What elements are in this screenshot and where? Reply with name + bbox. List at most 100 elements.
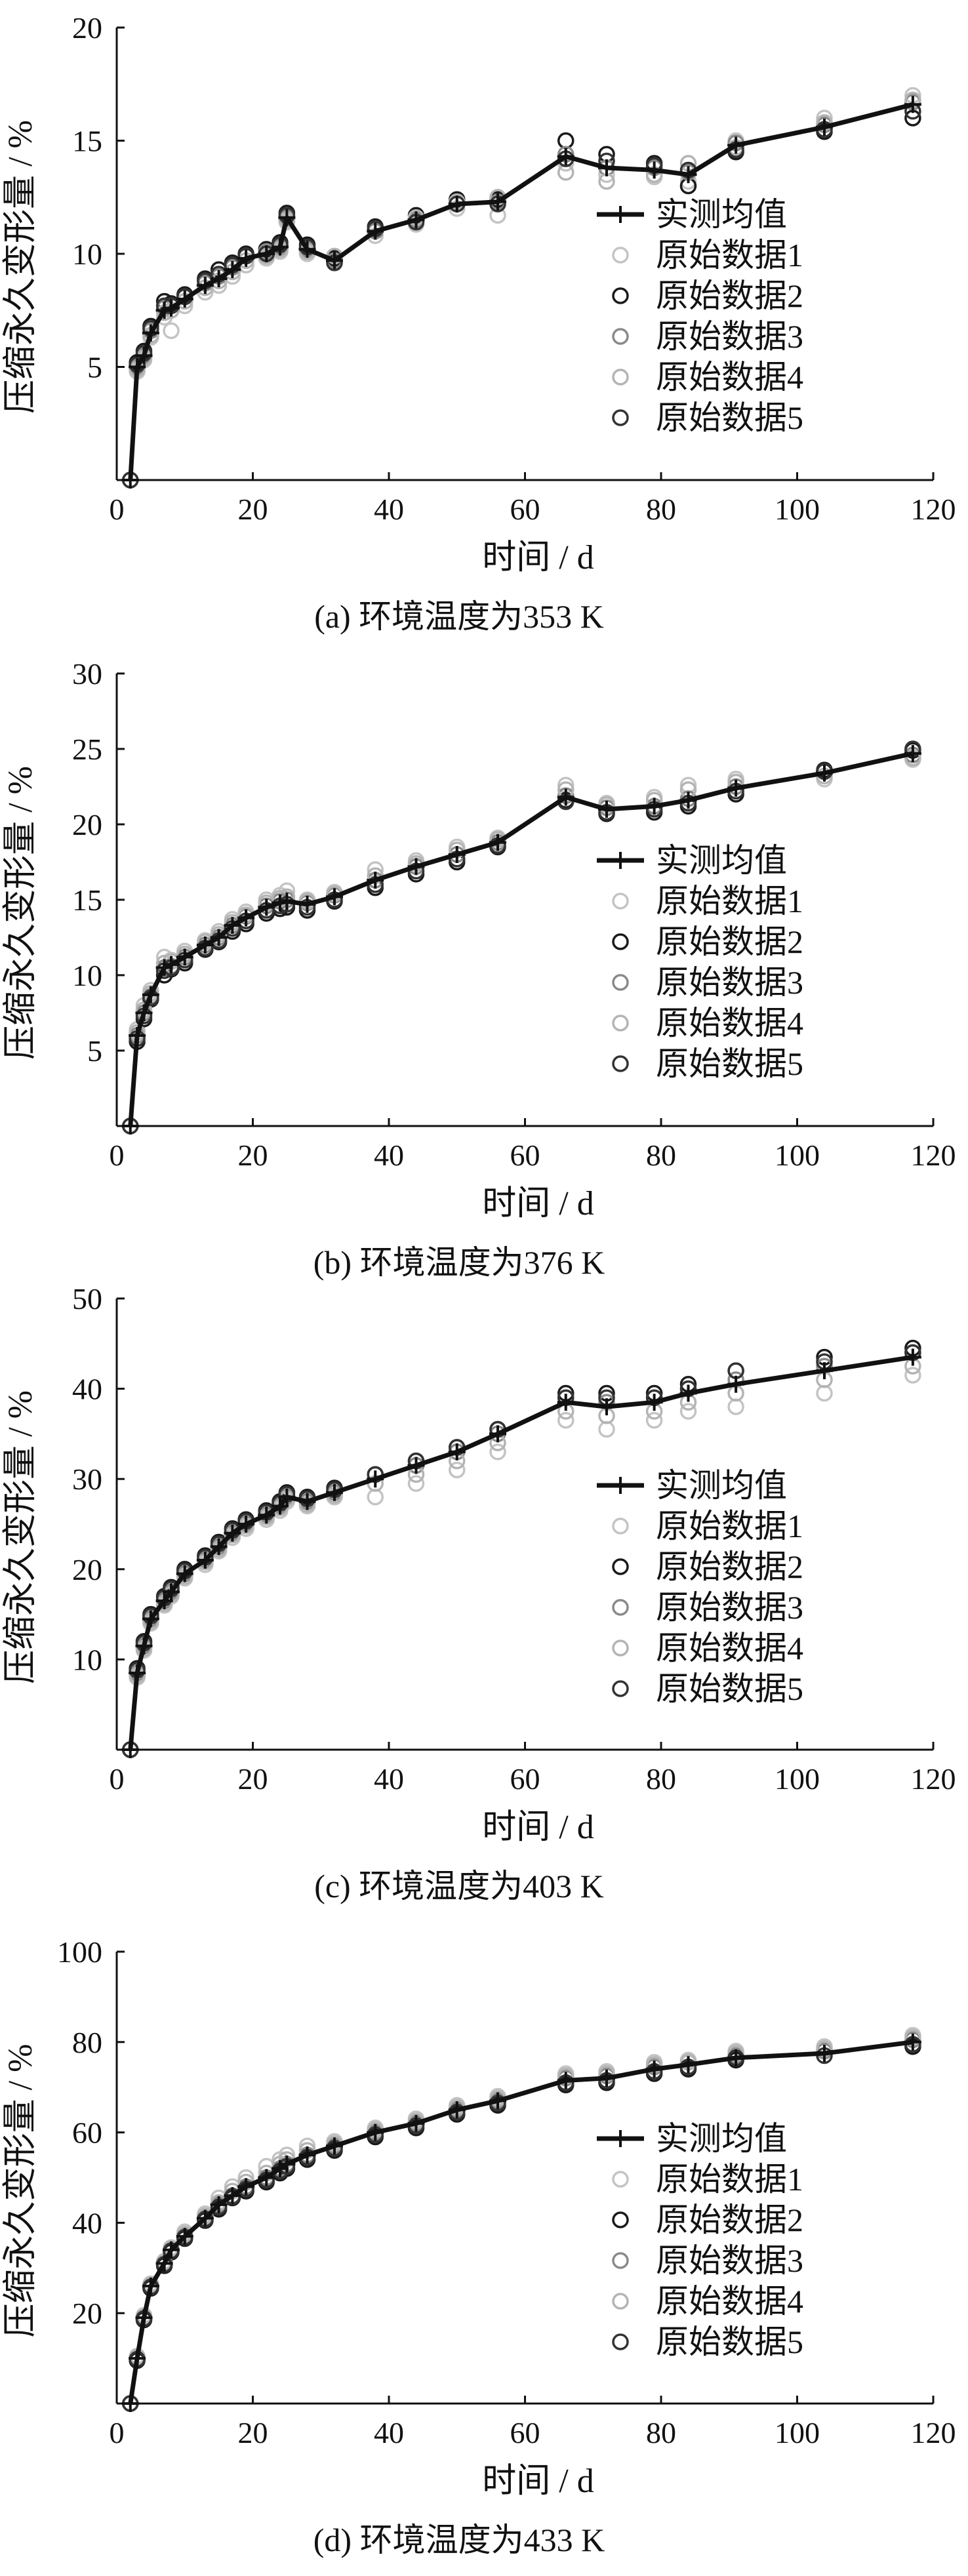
x-tick-label: 100 — [775, 2416, 820, 2449]
mean-marker — [224, 2187, 241, 2205]
y-tick-label: 10 — [72, 1643, 102, 1676]
x-axis-title: 时间 / d — [482, 1809, 594, 1846]
y-axis-title: 压缩永久变形量 / % — [2, 766, 39, 1060]
mean-marker — [142, 2277, 159, 2295]
mean-marker — [258, 1506, 275, 1524]
mean-marker — [645, 1394, 663, 1411]
data-point — [163, 322, 180, 340]
legend-label: 原始数据5 — [656, 1045, 803, 1082]
legend-swatch-circle — [612, 1599, 629, 1616]
mean-marker — [237, 909, 255, 927]
x-tick-label: 20 — [238, 1762, 268, 1796]
y-tick-label: 30 — [72, 1462, 102, 1496]
data-point — [816, 1384, 833, 1402]
mean-marker — [176, 2228, 193, 2245]
mean-marker — [448, 2101, 466, 2119]
x-tick-label: 100 — [775, 493, 820, 526]
x-axis-title: 时间 / d — [482, 1185, 594, 1222]
mean-marker — [142, 986, 159, 1003]
mean-marker — [135, 1004, 153, 1022]
data-point — [645, 1412, 663, 1429]
data-point — [407, 1475, 425, 1492]
legend-label: 原始数据1 — [656, 237, 803, 273]
mean-marker — [272, 238, 289, 256]
y-axis-title: 压缩永久变形量 / % — [2, 2044, 39, 2338]
legend-swatch-circle — [612, 1680, 629, 1697]
mean-marker — [557, 788, 575, 806]
mean-marker — [278, 209, 296, 226]
y-tick-label: 10 — [72, 237, 102, 271]
legend-swatch-circle — [612, 1518, 629, 1535]
mean-marker — [176, 291, 193, 308]
y-tick-label: 50 — [72, 1282, 102, 1316]
legend-label: 原始数据4 — [656, 2283, 803, 2320]
legend-label: 原始数据3 — [656, 964, 803, 1001]
mean-marker — [258, 898, 275, 916]
legend-label: 实测均值 — [656, 2120, 787, 2157]
legend-swatch-circle — [612, 409, 629, 426]
mean-marker — [326, 888, 343, 906]
y-axis-title: 压缩永久变形量 / % — [2, 120, 39, 414]
mean-marker — [557, 148, 575, 165]
y-tick-label: 20 — [72, 2297, 102, 2330]
mean-marker — [121, 1117, 139, 1135]
chart-panel-b: 0 20 40 60 80 100 120 5 10 15 20 25 30 时间 / d 压缩永久变形量 … — [2, 657, 956, 1281]
legend-swatch-circle — [612, 1015, 629, 1032]
legend-swatch-circle — [612, 247, 629, 264]
mean-marker — [326, 1483, 343, 1501]
x-tick-label: 0 — [110, 1762, 125, 1796]
y-tick-label: 80 — [72, 2026, 102, 2059]
x-tick-label: 0 — [110, 1138, 125, 1172]
mean-marker — [163, 299, 180, 317]
y-tick-label: 20 — [72, 11, 102, 45]
mean-marker — [557, 2072, 575, 2089]
x-tick-label: 120 — [911, 493, 956, 526]
mean-marker — [407, 1457, 425, 1474]
data-point — [727, 1398, 744, 1415]
legend-label: 原始数据1 — [656, 2161, 803, 2198]
mean-marker — [272, 1497, 289, 1515]
legend-label: 原始数据5 — [656, 2324, 803, 2360]
mean-marker — [598, 2069, 615, 2087]
y-tick-label: 20 — [72, 1553, 102, 1586]
legend-swatch-circle — [612, 287, 629, 304]
x-axis-title: 时间 / d — [482, 539, 594, 576]
y-tick-label: 15 — [72, 125, 102, 158]
mean-marker — [448, 195, 466, 213]
mean-marker — [121, 1741, 139, 1758]
mean-marker — [196, 936, 214, 954]
mean-marker — [210, 2196, 228, 2213]
mean-marker — [135, 2309, 153, 2327]
legend-swatch-circle — [612, 1055, 629, 1072]
legend-label: 原始数据3 — [656, 2242, 803, 2279]
x-tick-label: 0 — [110, 2416, 125, 2449]
legend-label: 原始数据2 — [656, 1548, 803, 1585]
legend-label: 原始数据4 — [656, 359, 803, 395]
x-tick-label: 80 — [646, 1762, 676, 1796]
mean-marker — [904, 2033, 921, 2051]
data-point — [679, 1403, 697, 1420]
legend-label: 实测均值 — [656, 196, 787, 233]
data-point — [598, 1420, 615, 1438]
y-tick-label: 40 — [72, 1373, 102, 1406]
mean-marker — [326, 2137, 343, 2155]
legend-swatch-circle — [612, 1640, 629, 1657]
mean-marker — [129, 1664, 146, 1682]
mean-marker — [367, 872, 384, 889]
mean-marker — [489, 1425, 506, 1443]
mean-marker — [645, 2061, 663, 2078]
mean-marker — [448, 1443, 466, 1460]
y-axis-title: 压缩永久变形量 / % — [2, 1390, 39, 1684]
mean-marker — [196, 2209, 214, 2227]
legend-swatch-circle — [612, 933, 629, 950]
mean-marker — [679, 792, 697, 809]
mean-marker — [407, 211, 425, 229]
y-tick-label: 25 — [72, 733, 102, 766]
mean-marker — [298, 895, 316, 913]
legend-label: 原始数据4 — [656, 1005, 803, 1041]
legend-label: 原始数据1 — [656, 883, 803, 919]
